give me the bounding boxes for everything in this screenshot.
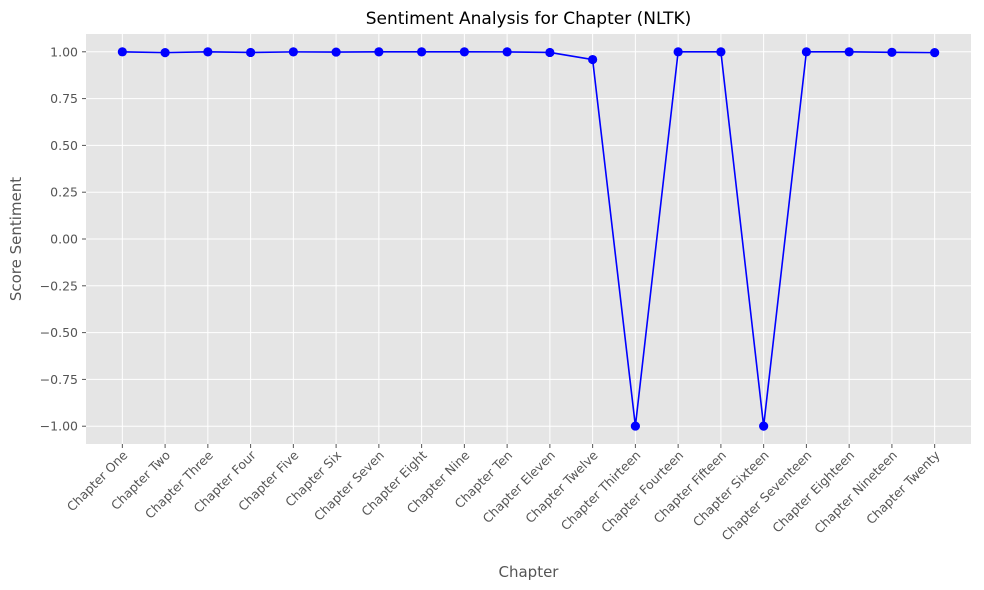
y-tick-label: −1.00 — [40, 419, 78, 434]
series-layer — [117, 47, 940, 431]
y-tick-label: −0.75 — [40, 372, 78, 387]
x-tick-label: Chapter Sixteen — [690, 448, 772, 530]
y-tick-label: 1.00 — [50, 44, 78, 59]
data-point — [716, 47, 726, 57]
y-tick-label: 0.25 — [50, 185, 78, 200]
x-tick-label: Chapter Eleven — [479, 448, 558, 527]
data-point — [844, 47, 854, 57]
data-point — [246, 47, 256, 58]
data-point — [374, 47, 384, 57]
data-point — [417, 47, 427, 57]
x-tick-label: Chapter Thirteen — [558, 448, 644, 534]
data-point — [331, 47, 341, 57]
y-tick-label: 0.00 — [50, 232, 78, 247]
y-tick-label: −0.50 — [40, 325, 78, 340]
y-tick-label: 0.75 — [50, 91, 78, 106]
x-tick-label: Chapter Twelve — [522, 447, 601, 526]
data-point — [630, 421, 640, 431]
y-tick-label: 0.50 — [50, 138, 78, 153]
data-point — [288, 47, 298, 57]
data-point — [160, 48, 170, 58]
data-point — [459, 47, 469, 57]
data-point — [502, 47, 512, 57]
chart-title: Sentiment Analysis for Chapter (NLTK) — [366, 9, 692, 29]
y-tick-label: −0.25 — [40, 278, 78, 293]
data-point — [801, 47, 811, 57]
data-point — [887, 47, 897, 57]
x-tick-label: Chapter Twenty — [863, 447, 943, 527]
data-point — [117, 47, 127, 57]
y-axis: 1.00 0.75 0.50 0.25 0.00 −0.25 −0.50 −0.75 −1.00 — [40, 44, 86, 434]
data-point — [759, 421, 769, 431]
data-point — [545, 47, 555, 58]
x-tick-label: Chapter Fifteen — [650, 448, 729, 527]
x-axis-label: Chapter — [499, 563, 560, 581]
data-point — [673, 47, 683, 57]
data-point — [588, 54, 598, 65]
grid — [86, 34, 971, 444]
data-point — [930, 48, 940, 58]
data-point — [203, 47, 213, 57]
series-line — [122, 51, 935, 427]
y-axis-label: Score Sentiment — [7, 177, 25, 301]
